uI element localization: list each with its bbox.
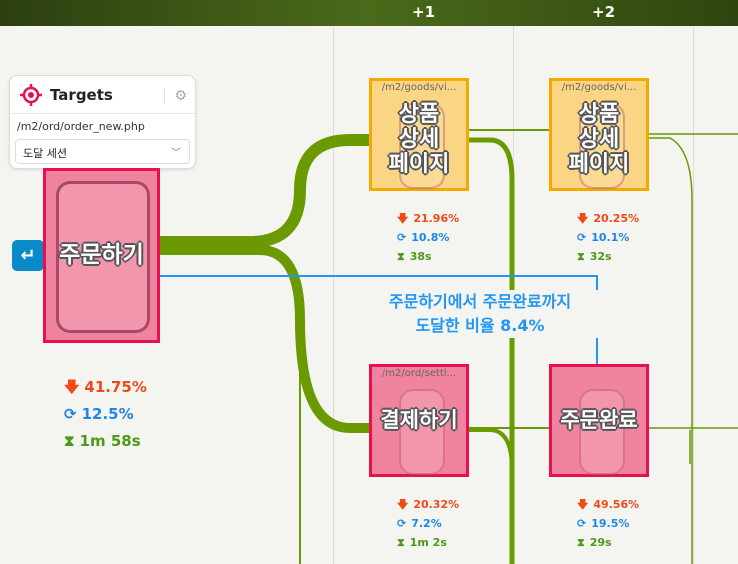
node-label: 상품 상세 페이지 [568,101,630,178]
flow-link [160,134,372,248]
node-label: 결제하기 [380,408,458,433]
avg-time: 29s [589,536,612,549]
divider [164,88,165,104]
node-stats: 🡇 21.96% ⟳ 10.8% ⧗ 38s [397,209,459,266]
hourglass-icon: ⧗ [64,432,75,450]
refresh-icon: ⟳ [577,231,587,244]
node-label: 상품 상세 페이지 [388,101,450,178]
refresh-icon: ⟳ [397,517,407,530]
flow-link [468,137,515,564]
avg-time: 1m 58s [79,432,141,450]
return-rate: 12.5% [81,405,134,423]
avg-time: 1m 2s [409,536,447,549]
node-url: /m2/goods/vi... [381,82,457,93]
avg-time: 38s [409,250,432,263]
drop-arrow-icon: 🡇 [397,212,409,225]
drop-arrow-icon: 🡇 [577,498,589,511]
return-rate: 19.5% [591,517,630,530]
page-node[interactable]: /m2/goods/vi... 상품 상세 페이지 [549,78,649,191]
refresh-icon: ⟳ [577,517,587,530]
step-1-label: +1 [412,3,436,21]
page-thumbnail [399,389,445,475]
target-icon [20,83,42,106]
node-label: 주문완료 [560,408,638,433]
refresh-icon: ⟳ [64,405,77,423]
callout-line-1: 주문하기에서 주문완료까지 [388,292,572,311]
drop-rate: 41.75% [84,378,147,396]
targets-panel: Targets ⚙ /m2/ord/order_new.php 도달 세션 ﹀ [9,75,196,169]
return-rate: 10.1% [591,231,630,244]
avg-time: 32s [589,250,612,263]
chevron-down-icon: ﹀ [171,148,181,159]
hourglass-icon: ⧗ [397,536,405,549]
node-stats: 🡇 20.25% ⟳ 10.1% ⧗ 32s [577,209,639,266]
gear-icon[interactable]: ⚙ [174,88,187,104]
refresh-icon: ⟳ [397,231,407,244]
conversion-callout: 주문하기에서 주문완료까지 도달한 비율 8.4% [340,290,620,338]
page-node[interactable]: /m2/goods/vi... 상품 상세 페이지 [369,78,469,191]
flow-link [648,137,693,564]
step-2-label: +2 [592,3,616,21]
page-thumbnail [399,103,445,189]
metric-select[interactable]: 도달 세션 ﹀ [15,139,190,164]
node-url: /m2/ord/settl... [381,368,457,379]
column-divider [333,26,334,564]
entry-icon[interactable]: ↵ [12,240,44,271]
targets-title: Targets [50,85,113,104]
page-thumbnail [579,103,625,189]
callout-line-2: 도달한 비율 8.4% [415,316,545,335]
return-rate: 7.2% [411,517,442,530]
hourglass-icon: ⧗ [577,536,585,549]
hourglass-icon: ⧗ [577,250,585,263]
return-rate: 10.8% [411,231,450,244]
node-stats: 🡇 49.56% ⟳ 19.5% ⧗ 29s [577,495,639,552]
node-label: 주문하기 [59,242,144,269]
hourglass-icon: ⧗ [397,250,405,263]
drop-rate: 49.56% [593,498,640,511]
page-node[interactable]: /m2/ord/settl... 결제하기 [369,364,469,477]
step-header: +1 +2 [0,0,738,26]
start-node[interactable]: 주문하기 [43,168,160,343]
start-node-stats: 🡇 41.75% ⟳ 12.5% ⧗ 1m 58s [64,374,147,455]
target-url: /m2/ord/order_new.php [17,120,145,133]
drop-rate: 20.32% [413,498,460,511]
flow-link [468,428,514,564]
drop-rate: 21.96% [413,212,460,225]
drop-arrow-icon: 🡇 [397,498,409,511]
page-thumbnail [579,389,625,475]
page-node[interactable]: 주문완료 [549,364,649,477]
drop-arrow-icon: 🡇 [64,378,80,396]
page-thumbnail [56,181,150,333]
node-stats: 🡇 20.32% ⟳ 7.2% ⧗ 1m 2s [397,495,459,552]
drop-rate: 20.25% [593,212,640,225]
node-url: /m2/goods/vi... [561,82,637,93]
metric-select-value: 도달 세션 [23,147,67,160]
column-divider [693,26,694,564]
drop-arrow-icon: 🡇 [577,212,589,225]
